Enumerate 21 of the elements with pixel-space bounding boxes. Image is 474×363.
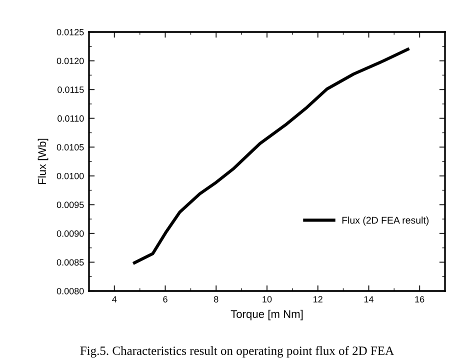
- x-tick-label: 14: [364, 296, 374, 302]
- y-tick-label: 0.0100: [56, 172, 84, 180]
- y-tick-label: 0.0120: [56, 58, 84, 64]
- x-axis-title: Torque [m Nm]: [230, 310, 303, 320]
- y-tick-label: 0.0080: [56, 288, 84, 294]
- y-axis-title: Flux [Wb]: [38, 138, 48, 184]
- y-tick-label: 0.0085: [56, 259, 84, 266]
- x-tick-label: 10: [262, 296, 272, 302]
- caption: Fig.5. Characteristics result on operating point flux of 2D FEA: [80, 346, 394, 358]
- y-tick-label: 0.0095: [56, 202, 84, 208]
- y-tick-label: 0.0115: [58, 86, 84, 93]
- y-tick-label: 0.0090: [56, 230, 84, 237]
- y-tick-label: 0.0110: [58, 115, 84, 122]
- y-tick-label: 0.0125: [56, 28, 84, 36]
- x-tick-label: 16: [415, 296, 424, 302]
- legend-label: Flux (2D FEA result): [342, 216, 429, 226]
- x-tick-label: 4: [112, 296, 117, 302]
- x-tick-label: 6: [163, 296, 168, 302]
- x-tick-label: 12: [314, 296, 322, 302]
- x-tick-label: 8: [214, 296, 218, 302]
- y-tick-label: 0.0105: [56, 144, 84, 150]
